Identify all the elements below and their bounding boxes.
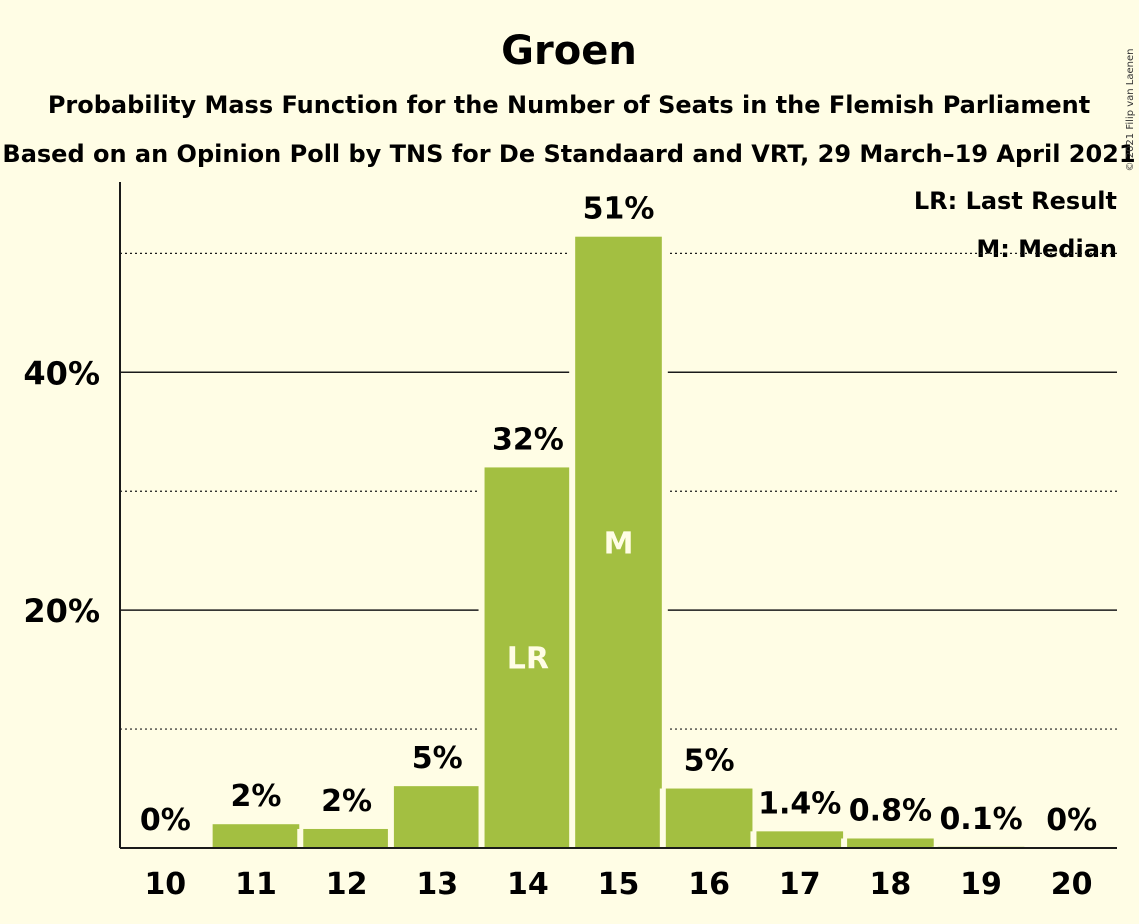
bar-layer: [206, 236, 1031, 848]
bar: [847, 838, 934, 848]
bar: [212, 824, 300, 848]
y-tick-label: 20%: [23, 592, 100, 630]
data-label: 32%: [492, 422, 564, 457]
bar: [756, 831, 844, 848]
x-tick-label: 14: [507, 867, 549, 902]
bar: [575, 236, 662, 848]
data-label: 2%: [230, 779, 281, 814]
bar-inline-label: LR: [507, 642, 549, 677]
chart-subtitle-2: Based on an Opinion Poll by TNS for De S…: [2, 140, 1135, 168]
data-label: 5%: [684, 744, 735, 779]
data-label: 2%: [321, 784, 372, 819]
legend-last-result: LR: Last Result: [914, 187, 1117, 215]
x-tick-label: 12: [326, 867, 368, 902]
x-tick-label: 16: [688, 867, 730, 902]
data-label: 0.8%: [849, 793, 932, 828]
data-label: 0%: [140, 803, 191, 838]
x-tick-label: 19: [960, 867, 1002, 902]
legend-median: M: Median: [976, 235, 1117, 263]
data-label: 0.1%: [939, 802, 1022, 837]
chart-subtitle-1: Probability Mass Function for the Number…: [48, 91, 1090, 119]
bar: [303, 828, 390, 848]
data-label: 0%: [1046, 803, 1097, 838]
x-tick-label: 18: [870, 867, 912, 902]
axis-layer: 20% 40% 10 11 12 13 14 15 16 17 18 19 20: [23, 182, 1117, 902]
copyright-notice: © 2021 Filip van Laenen: [1125, 49, 1136, 172]
bar-inline-label: M: [604, 526, 634, 561]
bar: [665, 788, 753, 848]
x-tick-label: 11: [235, 867, 277, 902]
bar: [393, 786, 481, 848]
label-layer: 0% 2% 2% 5% 32% LR 51% M 5% 1.4% 0.8% 0.1% 0%: [140, 192, 1097, 838]
x-tick-label: 13: [416, 867, 458, 902]
x-tick-label: 17: [779, 867, 821, 902]
data-label: 51%: [583, 192, 655, 227]
data-label: 1.4%: [758, 786, 841, 821]
x-tick-label: 20: [1051, 867, 1093, 902]
y-tick-label: 40%: [23, 354, 100, 392]
x-tick-label: 15: [598, 867, 640, 902]
bar: [484, 467, 572, 848]
data-label: 5%: [412, 741, 463, 776]
chart-title: Groen: [501, 28, 637, 74]
x-tick-label: 10: [144, 867, 186, 902]
